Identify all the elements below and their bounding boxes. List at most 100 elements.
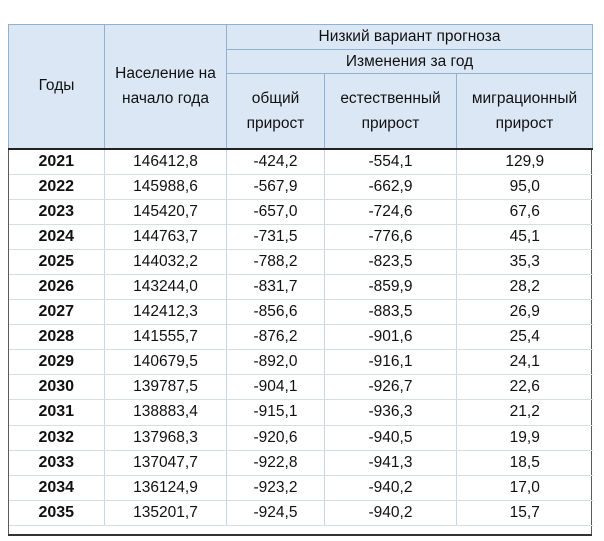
cell-migration: 28,2 [456,274,593,301]
cell-total: -856,6 [226,299,325,326]
cell-migration: 25,4 [456,324,593,351]
cell-population: 144763,7 [104,224,227,250]
table-row: 2028 141555,7 -876,2 -901,6 25,4 [8,324,593,351]
cell-migration: 35,3 [456,249,593,275]
cell-natural: -936,3 [324,399,457,426]
cell-natural: -776,6 [324,224,457,250]
header-total-line2: прирост [246,114,305,132]
header-changes: Изменения за год [225,49,594,74]
cell-total: -922,8 [226,450,325,476]
table-row: 2034 136124,9 -923,2 -940,2 17,0 [8,475,593,501]
cell-total: -424,2 [226,147,325,175]
cell-year: 2032 [8,425,105,451]
table-row: 2027 142412,3 -856,6 -883,5 26,9 [8,299,593,326]
cell-natural: -883,5 [324,299,457,326]
cell-year: 2031 [8,399,105,426]
header-variant: Низкий вариант прогноза [225,24,594,50]
cell-year: 2035 [8,500,105,526]
table-row: 2033 137047,7 -922,8 -941,3 18,5 [8,450,593,476]
table-header: Годы Население на начало года Низкий вар… [8,24,594,149]
cell-migration: 21,2 [456,399,593,426]
table-row: 2031 138883,4 -915,1 -936,3 21,2 [8,399,593,426]
table-row: 2030 139787,5 -904,1 -926,7 22,6 [8,374,593,401]
cell-population: 144032,2 [104,249,227,275]
cell-total: -731,5 [226,224,325,250]
header-population-line1: Население на [115,65,216,83]
header-natural: естественный прирост [324,73,457,149]
cell-migration: 22,6 [456,374,593,401]
cell-total: -657,0 [226,199,325,225]
cell-migration: 17,0 [456,475,593,501]
cell-migration: 95,0 [456,174,593,200]
cell-population: 142412,3 [104,299,227,326]
cell-natural: -940,5 [324,425,457,451]
cell-total: -831,7 [226,274,325,301]
table-row: 2021 146412,8 -424,2 -554,1 129,9 [8,147,593,175]
cell-natural: -916,1 [324,349,457,376]
cell-population: 139787,5 [104,374,227,401]
cell-natural: -940,2 [324,475,457,501]
cell-total: -920,6 [226,425,325,451]
cell-year: 2033 [8,450,105,476]
cell-population: 146412,8 [104,147,227,175]
cell-population: 137968,3 [104,425,227,451]
cell-year: 2029 [8,349,105,376]
header-natural-line1: естественный [340,89,441,107]
cell-year: 2024 [8,224,105,250]
table-row: 2026 143244,0 -831,7 -859,9 28,2 [8,274,593,301]
cell-population: 143244,0 [104,274,227,301]
cell-population: 140679,5 [104,349,227,376]
table-bottom-border [8,534,592,536]
table-body: 2021 146412,8 -424,2 -554,1 129,9 2022 1… [8,147,593,526]
cell-year: 2034 [8,475,105,501]
cell-year: 2021 [8,147,105,175]
header-years: Годы [8,24,105,149]
cell-year: 2026 [8,274,105,301]
header-migration-line1: миграционный [471,89,578,107]
cell-year: 2030 [8,374,105,401]
cell-migration: 129,9 [456,147,593,175]
table-row: 2022 145988,6 -567,9 -662,9 95,0 [8,174,593,200]
cell-population: 138883,4 [104,399,227,426]
header-total-line1: общий [251,89,300,107]
cell-total: -567,9 [226,174,325,200]
cell-total: -876,2 [226,324,325,351]
cell-migration: 26,9 [456,299,593,326]
cell-year: 2028 [8,324,105,351]
cell-population: 137047,7 [104,450,227,476]
forecast-table: Годы Население на начало года Низкий вар… [8,24,594,526]
cell-natural: -926,7 [324,374,457,401]
cell-natural: -724,6 [324,199,457,225]
cell-natural: -859,9 [324,274,457,301]
cell-migration: 19,9 [456,425,593,451]
table-row: 2024 144763,7 -731,5 -776,6 45,1 [8,224,593,250]
cell-natural: -662,9 [324,174,457,200]
cell-migration: 18,5 [456,450,593,476]
cell-total: -904,1 [226,374,325,401]
header-total: общий прирост [226,73,325,149]
cell-natural: -554,1 [324,147,457,175]
table-row: 2032 137968,3 -920,6 -940,5 19,9 [8,425,593,451]
cell-total: -924,5 [226,500,325,526]
cell-migration: 45,1 [456,224,593,250]
cell-population: 145420,7 [104,199,227,225]
cell-natural: -823,5 [324,249,457,275]
cell-natural: -901,6 [324,324,457,351]
cell-total: -892,0 [226,349,325,376]
cell-natural: -940,2 [324,500,457,526]
table-row: 2025 144032,2 -788,2 -823,5 35,3 [8,249,593,275]
cell-year: 2022 [8,174,105,200]
cell-year: 2023 [8,199,105,225]
cell-population: 141555,7 [104,324,227,351]
cell-year: 2027 [8,299,105,326]
table-row: 2023 145420,7 -657,0 -724,6 67,6 [8,199,593,225]
header-migration-line2: прирост [495,114,554,132]
cell-total: -788,2 [226,249,325,275]
table-row: 2035 135201,7 -924,5 -940,2 15,7 [8,500,593,526]
header-migration: миграционный прирост [455,73,594,149]
header-population-line2: начало года [122,90,209,108]
cell-population: 145988,6 [104,174,227,200]
cell-population: 135201,7 [104,500,227,526]
cell-year: 2025 [8,249,105,275]
cell-natural: -941,3 [324,450,457,476]
